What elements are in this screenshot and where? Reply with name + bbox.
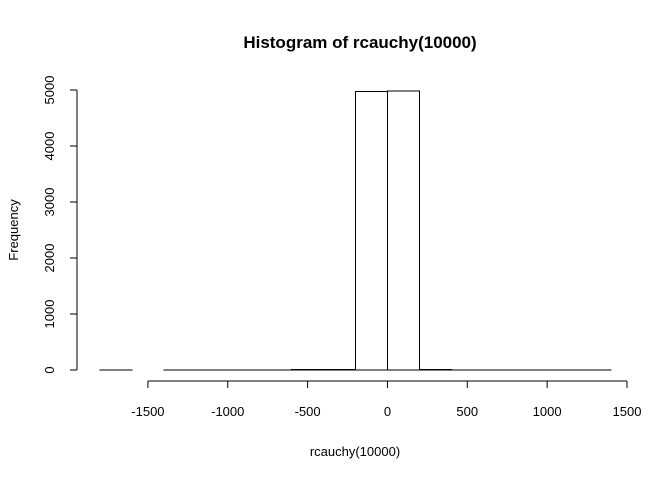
- y-tick-label: 0: [42, 366, 57, 373]
- x-tick-label: 500: [456, 404, 478, 419]
- x-tick-label: 0: [384, 404, 391, 419]
- y-tick-label: 2000: [42, 244, 57, 273]
- y-tick-label: 5000: [42, 76, 57, 105]
- x-tick-label: 1500: [613, 404, 642, 419]
- histogram-bar: [323, 368, 356, 371]
- x-tick-label: -1000: [211, 404, 244, 419]
- y-axis-label: Frequency: [6, 199, 21, 261]
- y-tick-label: 1000: [42, 300, 57, 329]
- x-tick-label: 1000: [533, 404, 562, 419]
- histogram-bar: [386, 90, 420, 371]
- histogram-bars: [99, 90, 612, 371]
- histogram-bar: [355, 90, 388, 371]
- x-axis-label: rcauchy(10000): [310, 444, 400, 459]
- x-tick-label: -1500: [131, 404, 164, 419]
- x-axis: -1500 -1000 -500 0 500 1000 1500: [131, 380, 642, 419]
- y-tick-label: 3000: [42, 188, 57, 217]
- y-tick-label: 4000: [42, 132, 57, 161]
- x-tick-label: -500: [295, 404, 321, 419]
- y-axis: 0 1000 2000 3000 4000 5000: [42, 76, 78, 374]
- chart-title: Histogram of rcauchy(10000): [243, 33, 476, 52]
